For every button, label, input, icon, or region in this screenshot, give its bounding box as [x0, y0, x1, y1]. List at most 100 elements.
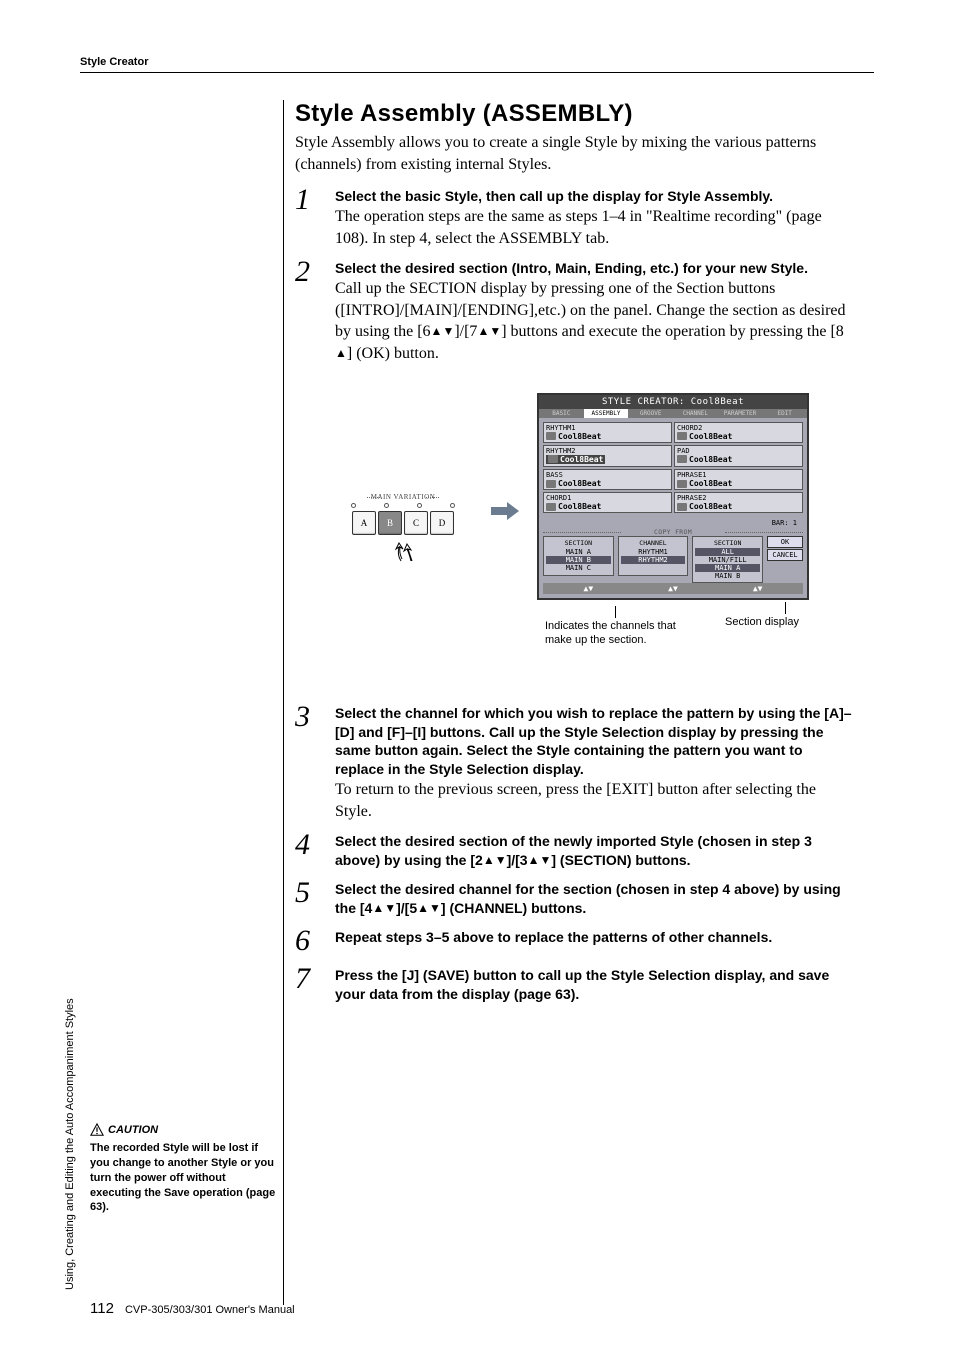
- variation-button-a[interactable]: A: [352, 511, 376, 535]
- lcd-tab[interactable]: CHANNEL: [673, 409, 718, 418]
- main-variation-panel: MAIN VARIATION A B C D: [333, 493, 473, 563]
- box-title: CHANNEL: [621, 539, 686, 547]
- box-title: SECTION: [546, 539, 611, 547]
- text-part: ]/[3: [507, 852, 528, 868]
- ok-cancel-column: OK CANCEL: [767, 536, 803, 561]
- footer: 112 CVP-305/303/301 Owner's Manual: [90, 1300, 295, 1317]
- step-number: 4: [295, 830, 317, 870]
- triangle-down-icon: ▼: [429, 900, 441, 916]
- step-6: 6 Repeat steps 3–5 above to replace the …: [295, 928, 885, 956]
- option[interactable]: MAIN A: [546, 548, 611, 556]
- triangle-up-icon: ▲: [372, 900, 384, 916]
- vertical-divider: [283, 100, 284, 1305]
- lcd-tab[interactable]: EDIT: [762, 409, 807, 418]
- channel-cell[interactable]: RHYTHM2Cool8Beat: [543, 445, 672, 468]
- led-icon: [417, 503, 422, 508]
- step-body: Press the [J] (SAVE) button to call up t…: [335, 966, 855, 1004]
- channel-cell[interactable]: PHRASE2Cool8Beat: [674, 492, 803, 513]
- lcd-tab[interactable]: GROOVE: [628, 409, 673, 418]
- option[interactable]: ALL: [695, 548, 760, 556]
- lcd-wrapper: STYLE CREATOR: Cool8Beat BASIC ASSEMBLY …: [537, 393, 845, 648]
- triangle-down-icon: ▼: [495, 852, 507, 868]
- page: Style Creator Using, Creating and Editin…: [0, 0, 954, 1351]
- step-1: 1 Select the basic Style, then call up t…: [295, 187, 885, 249]
- channel-cell[interactable]: PADCool8Beat: [674, 445, 803, 468]
- variation-button-c[interactable]: C: [404, 511, 428, 535]
- channel-cell[interactable]: BASSCool8Beat: [543, 469, 672, 490]
- style-icon: [546, 432, 556, 440]
- step-number: 2: [295, 257, 317, 364]
- triangle-down-icon: ▼: [489, 323, 501, 339]
- arrow-right-icon: [491, 501, 519, 526]
- option[interactable]: MAIN/FILL: [695, 556, 760, 564]
- triangle-up-icon: ▲: [477, 323, 489, 339]
- option[interactable]: MAIN B: [546, 556, 611, 564]
- intro-paragraph: Style Assembly allows you to create a si…: [295, 132, 850, 175]
- caution-label: CAUTION: [108, 1124, 158, 1136]
- up-down-icon[interactable]: ▲▼: [584, 584, 594, 593]
- lcd-tab[interactable]: BASIC: [539, 409, 584, 418]
- style-icon: [546, 480, 556, 488]
- led-icon: [450, 503, 455, 508]
- option[interactable]: MAIN C: [546, 564, 611, 572]
- text-part: ] buttons and execute the operation by p…: [501, 323, 844, 340]
- style-icon: [546, 503, 556, 511]
- up-down-icon[interactable]: ▲▼: [668, 584, 678, 593]
- up-down-icon[interactable]: ▲▼: [753, 584, 763, 593]
- triangle-up-icon: ▲: [528, 852, 540, 868]
- option[interactable]: RHYTHM1: [621, 548, 686, 556]
- lcd-bottom: BAR: 1 COPY FROM SECTION MAIN A MAIN B M…: [539, 517, 807, 598]
- channel-cell[interactable]: CHORD2Cool8Beat: [674, 422, 803, 443]
- bar-indicator: BAR: 1: [543, 519, 803, 527]
- text-part: ] (SECTION) buttons.: [551, 852, 690, 868]
- press-arrow-icon: [333, 539, 473, 563]
- led-row: [333, 503, 473, 508]
- sidebar-vertical-text: Using, Creating and Editing the Auto Acc…: [64, 910, 78, 1290]
- warning-icon: [90, 1123, 104, 1137]
- copy-area: SECTION MAIN A MAIN B MAIN C CHANNEL RHY…: [543, 536, 803, 583]
- lcd-screen: STYLE CREATOR: Cool8Beat BASIC ASSEMBLY …: [537, 393, 809, 601]
- option[interactable]: MAIN A: [695, 564, 760, 572]
- step-head: Select the basic Style, then call up the…: [335, 188, 773, 204]
- caption-section-display: Section display: [725, 602, 845, 648]
- triangle-down-icon: ▼: [539, 852, 551, 868]
- lcd-tabs: BASIC ASSEMBLY GROOVE CHANNEL PARAMETER …: [539, 409, 807, 418]
- option[interactable]: MAIN B: [695, 572, 760, 580]
- style-icon: [677, 455, 687, 463]
- step-body: Repeat steps 3–5 above to replace the pa…: [335, 928, 855, 956]
- lcd-tab[interactable]: ASSEMBLY: [584, 409, 629, 418]
- step-text: The operation steps are the same as step…: [335, 206, 855, 249]
- led-icon: [351, 503, 356, 508]
- step-3: 3 Select the channel for which you wish …: [295, 704, 885, 823]
- channel-cell[interactable]: RHYTHM1Cool8Beat: [543, 422, 672, 443]
- step-head: Select the desired section of the newly …: [335, 832, 855, 870]
- channel-cell[interactable]: CHORD1Cool8Beat: [543, 492, 672, 513]
- step-number: 3: [295, 702, 317, 823]
- step-body: Select the desired channel for the secti…: [335, 880, 855, 918]
- step-head: Press the [J] (SAVE) button to call up t…: [335, 966, 855, 1004]
- step-head: Select the channel for which you wish to…: [335, 704, 855, 780]
- figure-captions: Indicates the channels that make up the …: [545, 606, 845, 648]
- right-section-box: SECTION ALL MAIN/FILL MAIN A MAIN B: [692, 536, 763, 583]
- copy-from-label: COPY FROM: [543, 528, 803, 536]
- step-body: Select the basic Style, then call up the…: [335, 187, 855, 249]
- ok-button[interactable]: OK: [767, 536, 803, 548]
- header-rule: [80, 72, 874, 73]
- lcd-channel-grid: RHYTHM1Cool8Beat CHORD2Cool8Beat RHYTHM2…: [539, 418, 807, 518]
- document-title: CVP-305/303/301 Owner's Manual: [125, 1304, 295, 1316]
- variation-button-d[interactable]: D: [430, 511, 454, 535]
- main-column: Style Assembly (ASSEMBLY) Style Assembly…: [295, 100, 885, 1014]
- style-icon: [677, 480, 687, 488]
- step-head: Repeat steps 3–5 above to replace the pa…: [335, 928, 855, 947]
- option[interactable]: RHYTHM2: [621, 556, 686, 564]
- channel-cell[interactable]: PHRASE1Cool8Beat: [674, 469, 803, 490]
- main-variation-label: MAIN VARIATION: [333, 493, 473, 501]
- variation-button-b[interactable]: B: [378, 511, 402, 535]
- lcd-tab[interactable]: PARAMETER: [718, 409, 763, 418]
- style-icon: [677, 503, 687, 511]
- text-part: ] (CHANNEL) buttons.: [441, 900, 586, 916]
- cancel-button[interactable]: CANCEL: [767, 549, 803, 561]
- step-4: 4 Select the desired section of the newl…: [295, 832, 885, 870]
- arrow-row: ▲▼ ▲▼ ▲▼: [543, 583, 803, 594]
- variation-buttons: A B C D: [333, 511, 473, 535]
